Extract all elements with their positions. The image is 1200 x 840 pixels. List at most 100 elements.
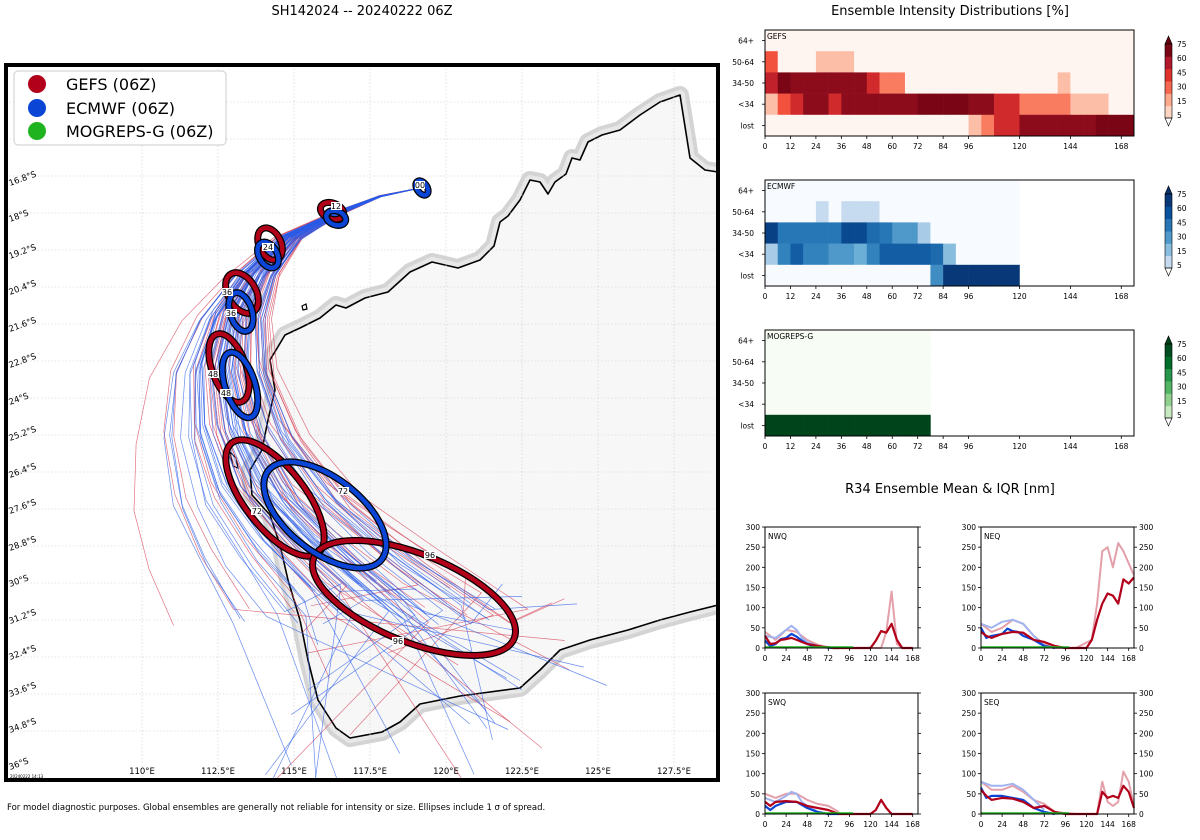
- r34-series: [980, 780, 1045, 811]
- heatmap-cell: [1083, 72, 1097, 94]
- x-tick-label: 36: [837, 142, 847, 151]
- heatmap-cell: [803, 30, 817, 52]
- heatmap-cell: [943, 114, 957, 137]
- colorbar-label: 5: [1177, 111, 1182, 120]
- y-tick-label: lost: [740, 421, 754, 430]
- heatmap-cell: [892, 414, 906, 437]
- heatmap-cell: [892, 30, 906, 52]
- lon-labels: 110°E 112.5°E 115°E 117.5°E 120°E 122.5°…: [129, 767, 691, 777]
- heatmap-cell: [815, 243, 829, 266]
- x-tick-label: 96: [845, 654, 855, 663]
- map-legend[interactable]: GEFS (06Z) ECMWF (06Z) MOGREPS-G (06Z): [13, 70, 227, 146]
- heatmap-cell: [841, 201, 855, 223]
- heatmap-cell: [866, 222, 880, 244]
- ellipse-labels: 00 12 24 36 36 48 48 72 72 96 96: [207, 181, 436, 646]
- svg-text:110°E: 110°E: [129, 767, 155, 777]
- heatmap-cell: [917, 201, 931, 223]
- heatmap-cell: [841, 393, 855, 416]
- heatmap-cell: [968, 180, 982, 202]
- colorbar-segment: [1165, 344, 1172, 357]
- heatmap-cell: [994, 30, 1008, 52]
- heatmap-cell: [955, 51, 969, 73]
- heatmap-cell: [943, 264, 957, 287]
- heatmap-cell: [1108, 93, 1122, 116]
- heatmap-cell: [904, 264, 918, 287]
- heatmap-cell: [1108, 114, 1122, 137]
- colorbar-segment: [1165, 105, 1172, 119]
- heatmap-cell: [904, 414, 918, 437]
- x-tick-label: 168: [1114, 442, 1129, 451]
- heatmap-cell: [765, 330, 779, 352]
- r34-frame: [764, 692, 919, 815]
- r34-quadrant-label: SEQ: [984, 698, 999, 707]
- heatmap-cell: [955, 93, 969, 116]
- island: [301, 303, 308, 311]
- heatmap-cell: [1057, 30, 1071, 52]
- heatmap-cell: [828, 222, 842, 244]
- heatmap-cell: [930, 243, 944, 266]
- label-48-gefs: 48: [208, 370, 218, 379]
- heatmap-cell: [765, 222, 779, 244]
- colorbar-segment: [1165, 405, 1172, 419]
- heatmap-cell: [904, 372, 918, 394]
- x-tick-label: 72: [913, 442, 923, 451]
- heatmap-gefs: GEFS 64+ 50-64 34-50 <34 lost 0 12 24 36 48 60 72 84 9…: [732, 29, 1135, 151]
- heatmap-cell: [790, 330, 804, 352]
- heatmap-cell: [892, 201, 906, 223]
- x-tick-label: 48: [802, 820, 812, 829]
- heatmap-cell: [828, 93, 842, 116]
- label-72-ecmwf: 72: [338, 487, 348, 496]
- heatmap-cell: [892, 243, 906, 266]
- heatmap-cell: [765, 114, 779, 137]
- colorbar-arrow-top: [1164, 185, 1173, 195]
- heatmap-cell: [879, 264, 893, 287]
- heatmap-cell: [777, 222, 791, 244]
- y-tick-label-right: 50: [1139, 624, 1149, 633]
- heatmap-cell: [790, 393, 804, 416]
- heatmap-cell: [892, 264, 906, 287]
- heatmap-cell: [892, 72, 906, 94]
- heatmap-cell: [815, 330, 829, 352]
- heatmap-cell: [981, 93, 995, 116]
- y-tick-label: 100: [746, 604, 761, 613]
- heatmap-cell: [917, 393, 931, 416]
- svg-text:117.5°E: 117.5°E: [353, 767, 387, 777]
- heatmap-cell: [904, 30, 918, 52]
- heatmap-cell: [1083, 30, 1097, 52]
- heatmap-cell: [1019, 51, 1033, 73]
- heatmap-cell: [841, 72, 855, 94]
- heatmap-cell: [866, 330, 880, 352]
- heatmap-cell: [803, 72, 817, 94]
- heatmap-cell: [828, 372, 842, 394]
- y-tick-label: 300: [962, 523, 977, 532]
- heatmap-cell: [892, 351, 906, 373]
- heatmap-cell: [1019, 93, 1033, 116]
- heatmap-cell: [879, 414, 893, 437]
- heatmap-cell: [943, 222, 957, 244]
- heatmap-cell: [803, 114, 817, 137]
- heatmap-cell: [879, 222, 893, 244]
- y-tick-label: <34: [738, 250, 754, 259]
- colorbar-arrow-top: [1164, 335, 1173, 345]
- heatmap-cell: [994, 180, 1008, 202]
- heatmap-cell: [790, 222, 804, 244]
- heatmap-cell: [1006, 72, 1020, 94]
- heatmap-cell: [1006, 180, 1020, 202]
- heatmap-cell: [765, 72, 779, 94]
- x-tick-label: 24: [811, 442, 821, 451]
- heatmap-cell: [968, 93, 982, 116]
- legend-mogreps: MOGREPS-G (06Z): [66, 122, 213, 141]
- heatmap-label: MOGREPS-G: [767, 332, 813, 341]
- heatmap-cell: [981, 51, 995, 73]
- heatmap-cell: [866, 72, 880, 94]
- x-tick-label: 144: [1063, 142, 1078, 151]
- heatmap-cell: [1083, 114, 1097, 137]
- track-map[interactable]: 00 12 24 36 36 48 48 72 72 96 96 16.8°S …: [0, 0, 724, 790]
- heatmap-cell: [777, 414, 791, 437]
- heatmap-cell: [904, 243, 918, 266]
- colorbar-label: 15: [1177, 247, 1187, 256]
- colorbar-reds: 75 60 45 30 15 5: [1164, 35, 1187, 127]
- heatmap-cell: [828, 51, 842, 73]
- intensity-distributions[interactable]: GEFS 64+ 50-64 34-50 <34 lost 0 12 24 36 48 60 72 84 9…: [724, 0, 1200, 470]
